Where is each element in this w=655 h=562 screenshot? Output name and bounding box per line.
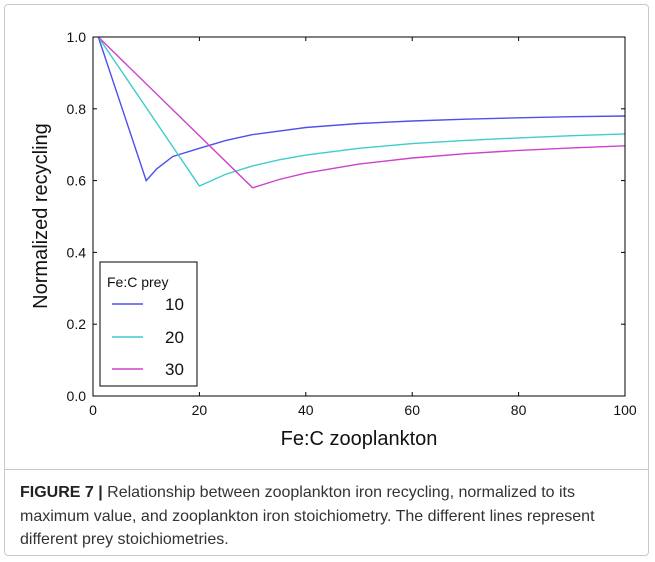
x-axis-label: Fe:C zooplankton [281,428,438,450]
y-tick-label: 0.4 [67,244,87,260]
x-tick-label: 0 [89,402,97,418]
y-tick-label: 1.0 [67,29,87,45]
legend-label-30: 30 [165,360,184,379]
x-tick-label: 80 [511,402,527,418]
y-tick-label: 0.0 [67,388,87,404]
legend-label-20: 20 [165,328,184,347]
legend-entries: 10 20 30 [112,295,184,379]
legend: Fe:C prey 10 20 30 [99,261,198,387]
y-tick-label: 0.2 [67,316,87,332]
series-line-30 [97,36,626,189]
y-tick-label: 0.6 [67,173,87,189]
line-chart: 0 20 40 60 80 100 0.0 0.2 0.4 0.6 0.8 1.0 Normalize… [30,29,637,450]
legend-title: Fe:C prey [107,274,168,290]
figure-label: FIGURE 7 | [20,484,103,501]
tick-layer: 0 20 40 60 80 100 0.0 0.2 0.4 0.6 0.8 1.0 [67,29,637,418]
series-line-10 [97,36,626,182]
legend-entry-30: 30 [112,360,184,379]
x-tick-label: 20 [192,402,208,418]
x-tick-label: 60 [404,402,420,418]
caption-separator [4,469,649,470]
x-tick-label: 40 [298,402,314,418]
y-axis-label: Normalized recycling [30,123,52,309]
x-tick-label: 100 [613,402,637,418]
legend-entry-10: 10 [112,295,184,314]
figure-frame [4,4,649,556]
series-line-20 [97,36,626,187]
legend-box [99,261,198,387]
y-tick-label: 0.8 [67,101,87,117]
caption-text: Relationship between zooplankton iron re… [20,484,595,548]
figure-caption: FIGURE 7 | Relationship between zooplank… [20,481,642,552]
plot-area-frame [92,36,626,397]
legend-label-10: 10 [165,295,184,314]
legend-entry-20: 20 [112,328,184,347]
series-layer [97,36,626,189]
